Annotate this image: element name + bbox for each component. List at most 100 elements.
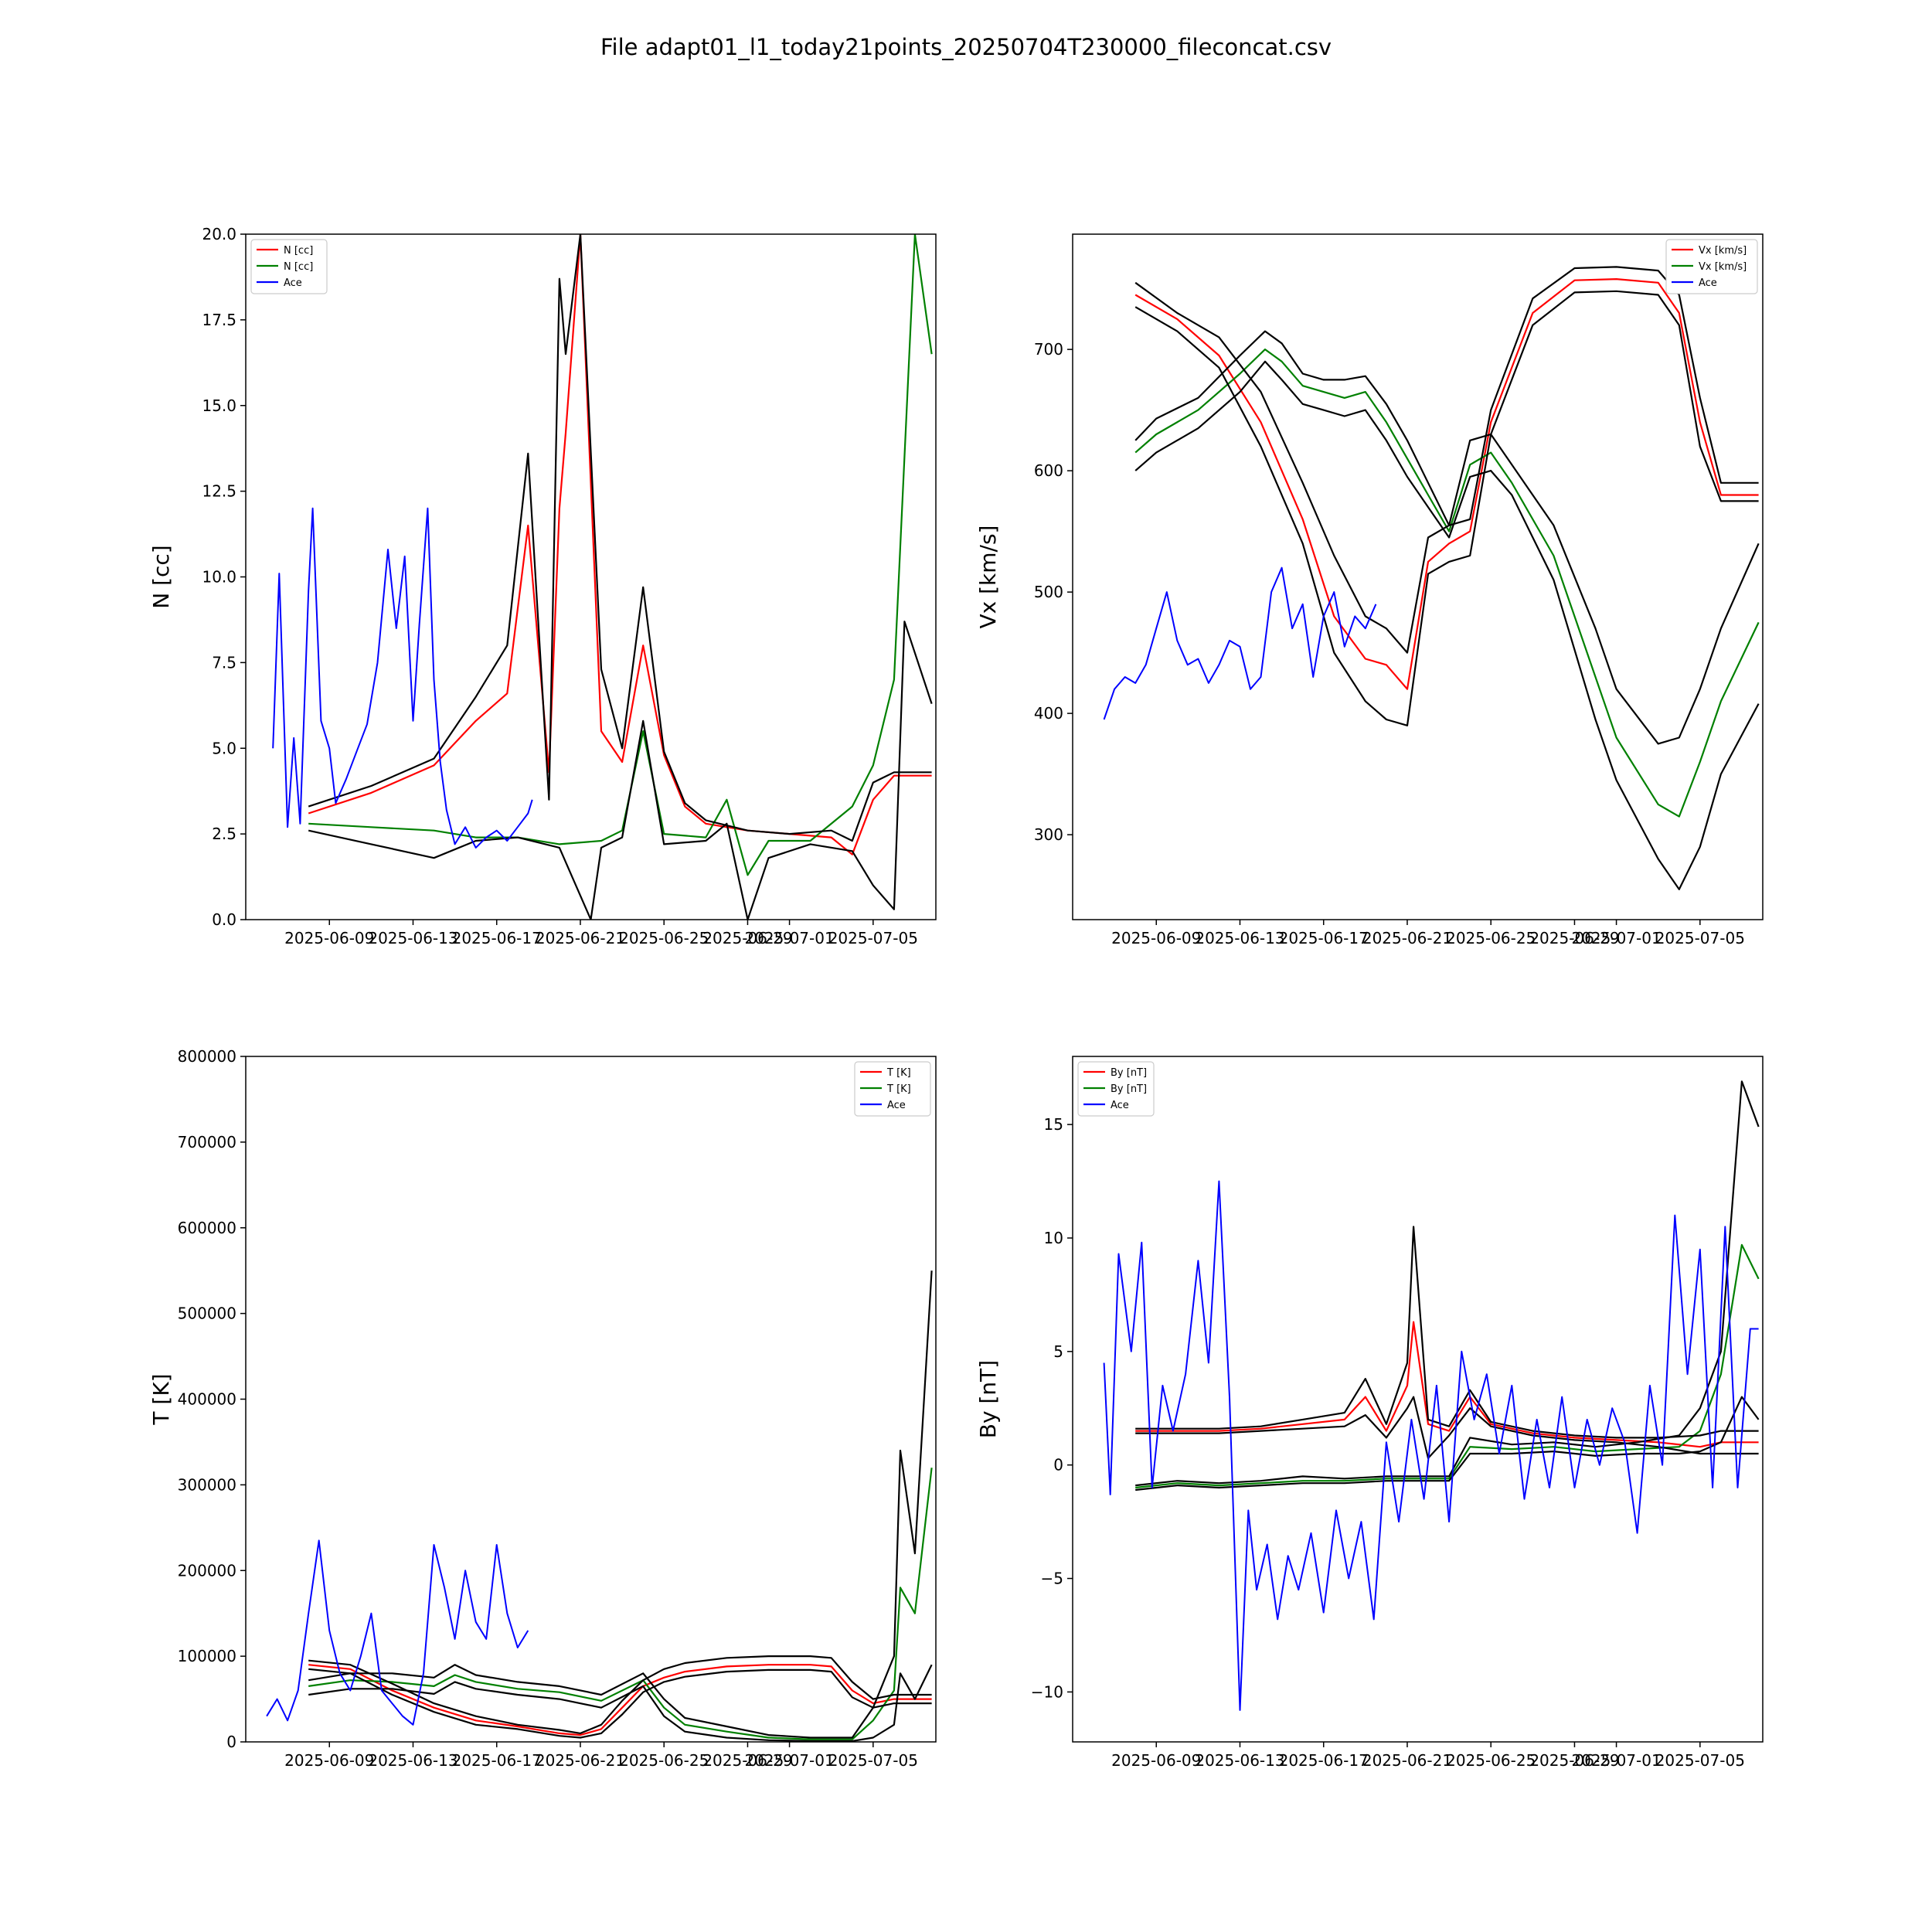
x-tick-label: 2025-06-09 (284, 929, 374, 947)
model-series-line-green (308, 234, 933, 876)
x-tick-label: 2025-06-21 (1362, 929, 1452, 947)
y-tick-label: 700 (1034, 340, 1063, 359)
x-tick-label: 2025-07-01 (744, 929, 834, 947)
plot-frame (1072, 1056, 1764, 1743)
bounds-line (308, 1655, 932, 1734)
y-tick-label: 12.5 (202, 482, 236, 501)
y-tick-label: 10 (1044, 1229, 1063, 1247)
y-tick-label: 200000 (178, 1561, 236, 1580)
x-tick-label: 2025-07-05 (1655, 929, 1745, 947)
legend-box (1665, 239, 1758, 294)
y-tick-label: 7.5 (212, 653, 236, 672)
y-tick-label: 15 (1044, 1115, 1063, 1134)
y-tick-label: 5.0 (212, 739, 236, 757)
y-axis-label: N [cc] (148, 545, 174, 608)
model-series-line-red (308, 1664, 932, 1736)
y-tick-label: 5 (1053, 1342, 1063, 1361)
y-tick-label: 500000 (178, 1304, 236, 1323)
panel-density: N [cc] 0.0 2.5 5.0 7.5 10.0 12.5 15.0 17.5 20.0 20… (148, 225, 937, 947)
bounds-line (1134, 360, 1760, 890)
x-tick-label: 2025-06-09 (1111, 1751, 1201, 1770)
x-tick-label: 2025-06-09 (1111, 929, 1201, 947)
legend-label: By [nT] (1111, 1067, 1147, 1079)
legend-label: Vx [km/s] (1699, 245, 1747, 257)
plot-frame (245, 1056, 937, 1743)
x-tick-label: 2025-06-13 (368, 1751, 457, 1770)
y-tick-label: 15.0 (202, 396, 236, 415)
x-tick-label: 2025-07-01 (744, 1751, 834, 1770)
legend: By [nT] By [nT] Ace (1077, 1061, 1155, 1117)
x-tick-label: 2025-07-01 (1571, 929, 1661, 947)
model-series-line-red (1134, 278, 1759, 690)
x-tick-label: 2025-06-25 (619, 929, 709, 947)
ace-series-line (272, 507, 533, 849)
legend: N [cc] N [cc] Ace (250, 239, 328, 294)
x-tick-label: 2025-06-25 (619, 1751, 709, 1770)
y-tick-label: 10.0 (202, 568, 236, 587)
legend-label: T [K] (886, 1083, 911, 1095)
ace-series-line (266, 1539, 529, 1726)
x-tick-label: 2025-07-05 (828, 1751, 918, 1770)
y-tick-label: 0 (226, 1733, 236, 1751)
y-tick-label: 2.5 (212, 825, 236, 843)
bounds-line (1134, 330, 1760, 745)
bounds-line (1134, 290, 1759, 726)
y-tick-label: −5 (1041, 1570, 1063, 1588)
y-axis-label: Vx [km/s] (975, 526, 1001, 629)
bounds-line (308, 1270, 933, 1739)
model-series-line-red (308, 234, 932, 855)
y-tick-label: 300000 (178, 1475, 236, 1494)
x-tick-label: 2025-06-29 (1529, 929, 1619, 947)
ace-series-line (1103, 566, 1377, 720)
y-tick-label: 17.5 (202, 311, 236, 329)
bounds-line (1135, 1080, 1760, 1487)
x-tick-label: 2025-06-13 (1195, 1751, 1284, 1770)
y-tick-label: 400000 (178, 1390, 236, 1409)
figure-title: File adapt01_l1_today21points_20250704T2… (600, 34, 1332, 60)
x-tick-label: 2025-07-05 (1655, 1751, 1745, 1770)
x-tick-label: 2025-06-25 (1446, 929, 1536, 947)
plot-frame (245, 233, 937, 920)
legend-label: N [cc] (284, 245, 313, 257)
bounds-line (1134, 266, 1759, 654)
y-axis-label: T [K] (148, 1373, 174, 1425)
bounds-line (1135, 1396, 1760, 1492)
x-tick-label: 2025-07-05 (828, 929, 918, 947)
bounds-line (308, 621, 933, 920)
x-tick-label: 2025-06-29 (702, 1751, 792, 1770)
legend-label: Ace (887, 1100, 906, 1111)
x-tick-label: 2025-06-21 (536, 1751, 625, 1770)
plot-frame (1072, 233, 1764, 920)
y-tick-label: 100000 (178, 1647, 236, 1665)
y-tick-label: 0 (1053, 1456, 1063, 1475)
y-tick-label: 500 (1034, 583, 1063, 601)
x-tick-label: 2025-06-29 (1529, 1751, 1619, 1770)
legend-box (1077, 1061, 1155, 1117)
x-tick-label: 2025-06-17 (1279, 929, 1369, 947)
x-tick-label: 2025-06-29 (702, 929, 792, 947)
legend-label: By [nT] (1111, 1083, 1147, 1095)
x-tick-label: 2025-06-13 (1195, 929, 1284, 947)
y-tick-label: 600000 (178, 1219, 236, 1237)
panel-velocity: Vx [km/s]3004005006007002025-06-092025-0… (975, 233, 1764, 947)
x-tick-label: 2025-06-21 (1362, 1751, 1452, 1770)
x-tick-label: 2025-06-09 (284, 1751, 374, 1770)
x-tick-label: 2025-06-17 (452, 929, 542, 947)
x-tick-label: 2025-06-13 (368, 929, 457, 947)
ace-series-line (1103, 1180, 1759, 1711)
model-series-line-green (1135, 1243, 1760, 1489)
x-tick-label: 2025-06-17 (452, 1751, 542, 1770)
y-tick-label: 400 (1034, 704, 1063, 723)
legend-box (854, 1061, 931, 1117)
y-tick-label: −10 (1031, 1682, 1063, 1701)
legend: Vx [km/s] Vx [km/s] Ace (1665, 239, 1758, 294)
x-tick-label: 2025-06-25 (1446, 1751, 1536, 1770)
model-series-line-green (1134, 349, 1760, 818)
legend-label: Vx [km/s] (1699, 261, 1747, 273)
legend-label: Ace (1699, 277, 1717, 289)
panel-temperature: T [K] 0 100000 200000 300000 400000 500000 6000… (148, 1047, 937, 1770)
legend-label: Ace (284, 277, 302, 289)
bounds-line (308, 1668, 932, 1739)
